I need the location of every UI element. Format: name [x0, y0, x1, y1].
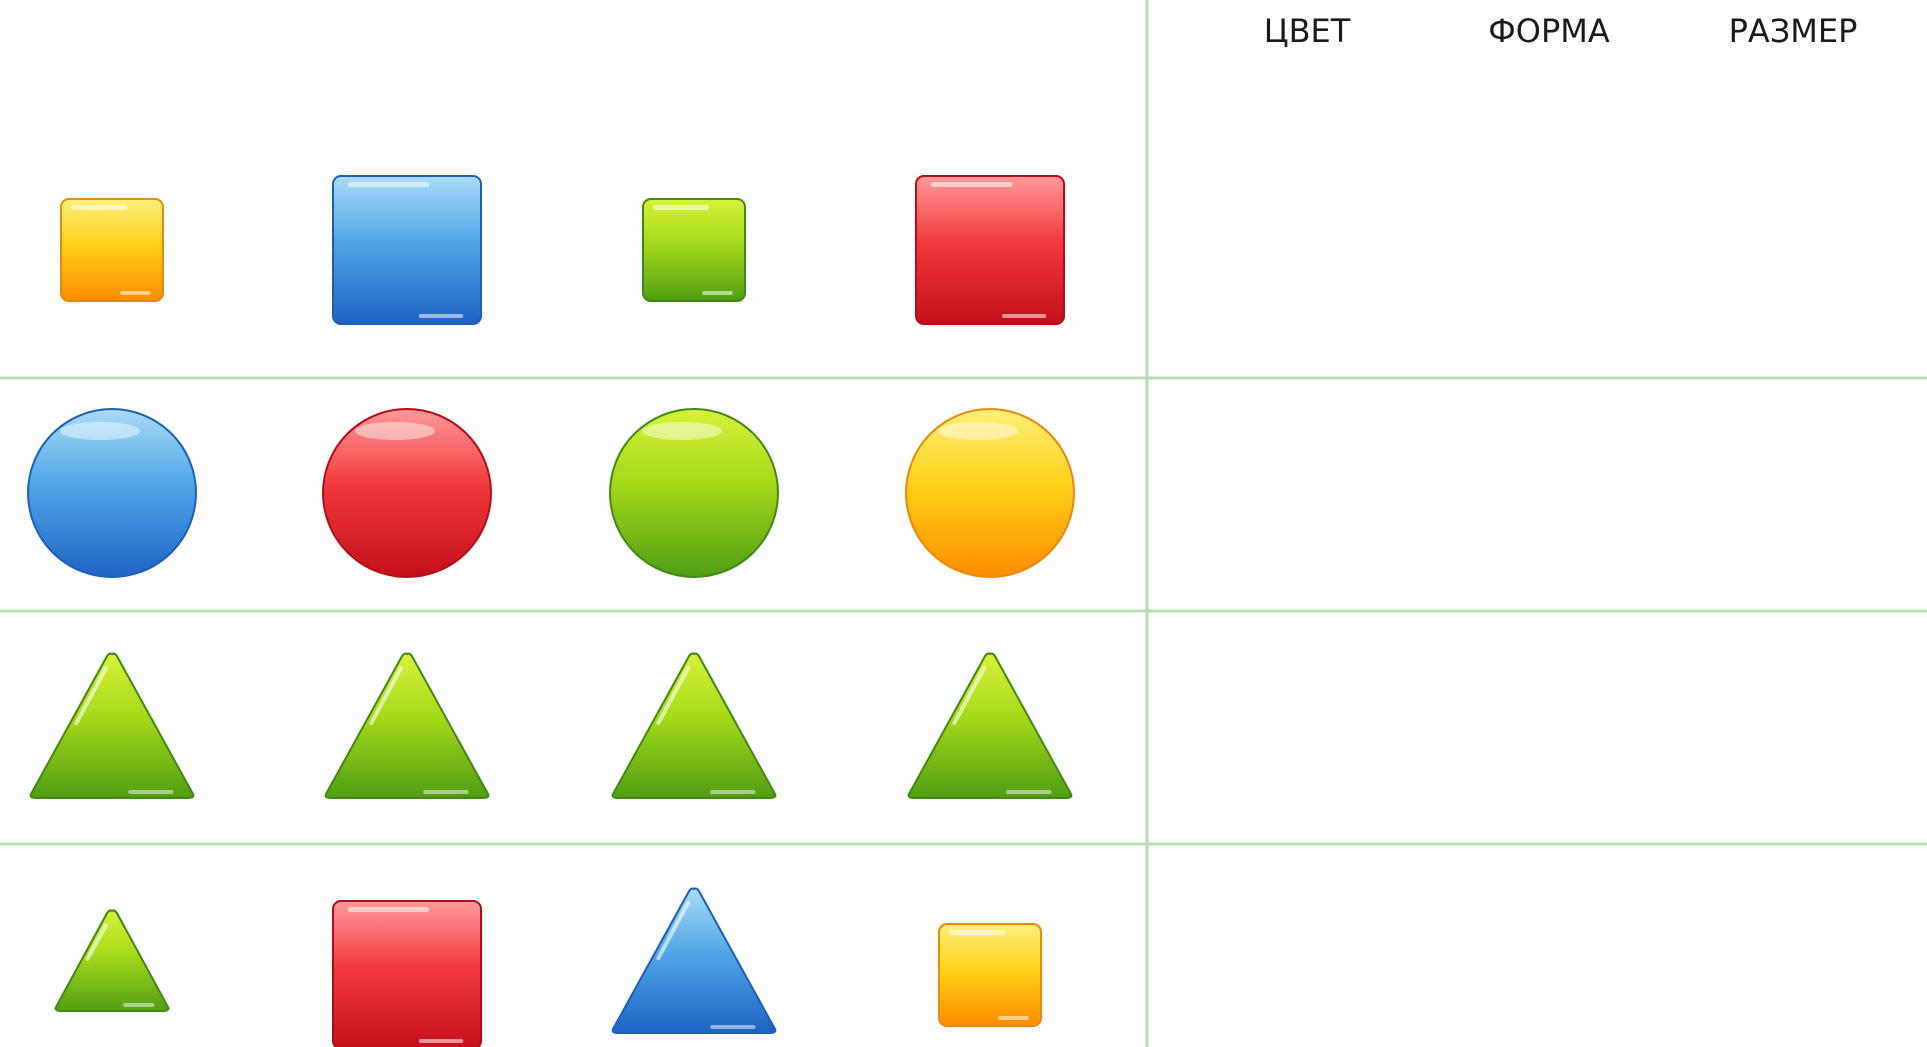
green-triangle-small[interactable]: [54, 909, 170, 1012]
blue-triangle-large[interactable]: [611, 887, 777, 1034]
highlight: [347, 907, 430, 912]
highlight: [85, 923, 108, 961]
blue-square-large[interactable]: [332, 175, 482, 325]
green-square-small[interactable]: [642, 198, 746, 302]
highlight: [1006, 790, 1052, 794]
highlight: [642, 422, 722, 440]
highlight: [418, 314, 464, 318]
green-triangle-large[interactable]: [29, 652, 195, 799]
highlight: [952, 666, 986, 726]
highlight: [656, 901, 690, 961]
yellow-square-small[interactable]: [60, 198, 164, 302]
highlight: [710, 1025, 756, 1029]
highlight: [423, 790, 469, 794]
highlight: [656, 666, 690, 726]
highlight: [369, 666, 403, 726]
highlight: [998, 1016, 1029, 1020]
green-triangle-large[interactable]: [611, 652, 777, 799]
highlight: [71, 205, 128, 210]
red-circle-large[interactable]: [322, 408, 492, 578]
highlight: [938, 422, 1018, 440]
highlight: [710, 790, 756, 794]
highlight: [702, 291, 733, 295]
yellow-square-small[interactable]: [938, 923, 1042, 1027]
header-size: РАЗМЕР: [1729, 12, 1858, 50]
red-square-large[interactable]: [915, 175, 1065, 325]
highlight: [1001, 314, 1047, 318]
highlight: [60, 422, 140, 440]
highlight: [128, 790, 174, 794]
yellow-circle-large[interactable]: [905, 408, 1075, 578]
highlight: [123, 1003, 155, 1007]
highlight: [74, 666, 108, 726]
highlight: [930, 182, 1013, 187]
highlight: [355, 422, 435, 440]
highlight: [653, 205, 710, 210]
green-triangle-large[interactable]: [907, 652, 1073, 799]
header-shape: ФОРМА: [1488, 12, 1610, 50]
highlight: [418, 1039, 464, 1043]
shapes-area: [27, 175, 1075, 1047]
highlight: [120, 291, 151, 295]
green-triangle-large[interactable]: [324, 652, 490, 799]
green-circle-large[interactable]: [609, 408, 779, 578]
header-color: ЦВЕТ: [1264, 12, 1351, 50]
highlight: [347, 182, 430, 187]
blue-circle-large[interactable]: [27, 408, 197, 578]
red-square-large[interactable]: [332, 900, 482, 1047]
highlight: [949, 930, 1006, 935]
